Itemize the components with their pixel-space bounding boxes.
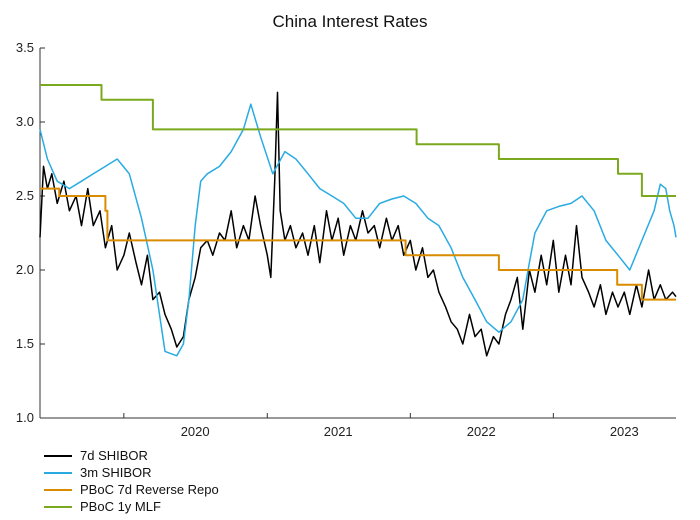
legend-label: PBoC 1y MLF: [80, 499, 161, 514]
y-tick-label: 2.5: [16, 188, 34, 203]
legend-label: 7d SHIBOR: [80, 448, 148, 463]
x-tick-label: 2021: [324, 424, 353, 439]
y-tick-label: 3.0: [16, 114, 34, 129]
series-line-3m-shibor: [39, 103, 677, 357]
chart-title: China Interest Rates: [273, 12, 428, 31]
y-tick-label: 1.0: [16, 410, 34, 425]
series-line-pboc-1y-mlf: [40, 84, 676, 197]
legend: 7d SHIBOR 3m SHIBOR PBoC 7d Reverse Repo PB…: [44, 448, 219, 514]
y-tick-label: 3.5: [16, 40, 34, 55]
legend-label: PBoC 7d Reverse Repo: [80, 482, 219, 497]
series-line-pboc-7d-reverse-repo: [40, 187, 676, 301]
x-tick-label: 2023: [610, 424, 639, 439]
y-tick-label: 1.5: [16, 336, 34, 351]
y-tick-label: 2.0: [16, 262, 34, 277]
legend-label: 3m SHIBOR: [80, 465, 152, 480]
y-ticks: 1.0 1.5 2.0 2.5 3.0 3.5: [16, 40, 45, 425]
series-line-7d-shibor: [39, 91, 677, 357]
x-tick-label: 2020: [181, 424, 210, 439]
plot-area: [39, 84, 677, 357]
x-ticks: 2020 2021 2022 2023: [123, 413, 639, 439]
x-tick-label: 2022: [467, 424, 496, 439]
